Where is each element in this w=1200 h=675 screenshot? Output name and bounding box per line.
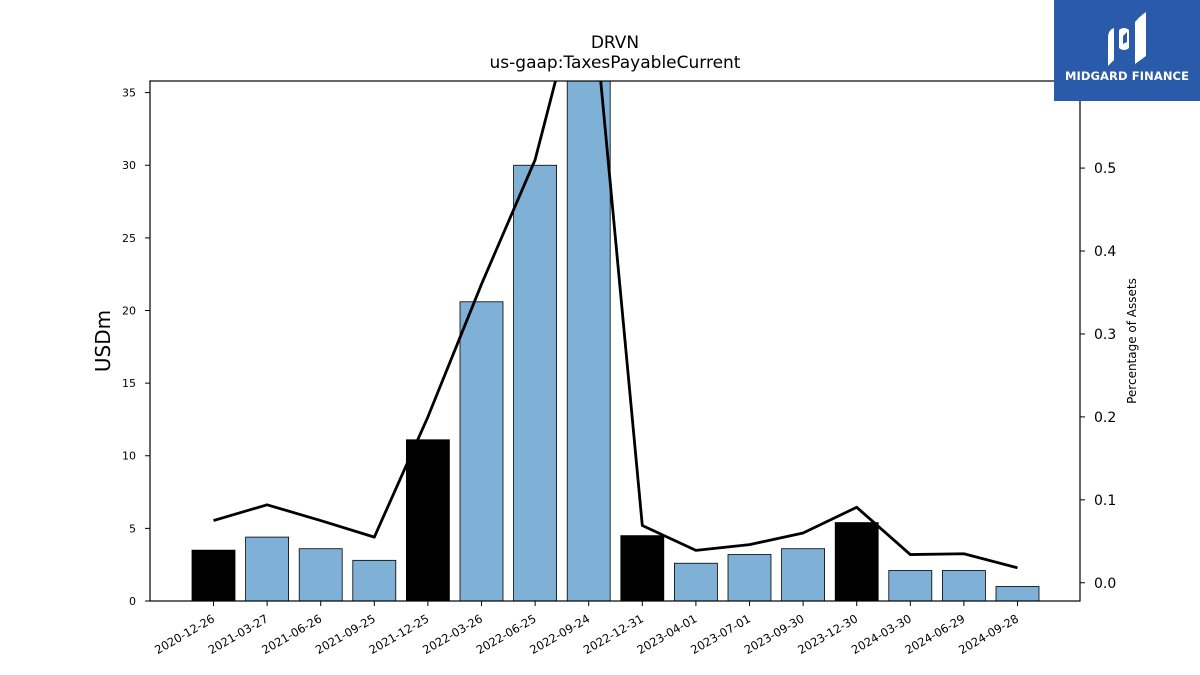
bar xyxy=(834,522,879,601)
x-tick-label: 2021-06-26 xyxy=(259,611,324,657)
x-tick-label: 2021-03-27 xyxy=(206,611,271,657)
y2-tick-label: 0.2 xyxy=(1094,410,1116,426)
logo-mark-icon xyxy=(1108,12,1146,66)
x-tick-label: 2024-06-29 xyxy=(903,611,968,657)
y2-tick-label: 0.3 xyxy=(1094,327,1116,343)
bar xyxy=(727,554,772,601)
x-tick-label: 2023-07-01 xyxy=(688,611,753,657)
x-tick-label: 2022-03-26 xyxy=(420,611,485,657)
y-tick-label: 0 xyxy=(129,595,136,608)
y-tick-label: 5 xyxy=(129,522,136,535)
y2-tick-label: 0.0 xyxy=(1094,576,1116,592)
x-tick-label: 2020-12-26 xyxy=(152,611,217,657)
x-tick-label: 2022-12-31 xyxy=(581,611,646,657)
y-tick-label: 20 xyxy=(122,304,136,317)
bar xyxy=(620,535,665,601)
x-tick-label: 2024-09-28 xyxy=(956,611,1021,657)
x-tick-label: 2023-09-30 xyxy=(742,611,807,657)
bar xyxy=(245,536,290,601)
bar xyxy=(459,301,504,601)
y2-tick-label: 0.5 xyxy=(1094,161,1116,177)
y-axis-label: USDm xyxy=(91,310,115,372)
bar xyxy=(405,439,450,601)
y-tick-label: 35 xyxy=(122,87,136,100)
bar xyxy=(191,549,236,601)
y-tick-label: 15 xyxy=(122,377,136,390)
bar xyxy=(298,548,343,601)
y2-tick-label: 0.4 xyxy=(1094,244,1116,260)
y2-tick-label: 0.1 xyxy=(1094,493,1116,509)
bar xyxy=(352,559,397,601)
midgard-finance-logo: MIDGARD FINANCE xyxy=(1054,0,1200,101)
bar xyxy=(781,548,825,601)
bar xyxy=(942,570,986,601)
x-tick-label: 2022-06-25 xyxy=(474,611,539,657)
x-tick-label: 2022-09-24 xyxy=(527,611,592,657)
x-tick-label: 2021-12-25 xyxy=(367,611,432,657)
bar xyxy=(513,164,557,601)
y2-axis-label: Percentage of Assets xyxy=(1125,278,1139,404)
x-tick-label: 2023-04-01 xyxy=(635,611,700,657)
bar xyxy=(888,570,933,601)
y-tick-label: 10 xyxy=(122,450,136,463)
x-tick-label: 2024-03-30 xyxy=(849,611,914,657)
percentage-line xyxy=(213,81,1018,570)
bar xyxy=(674,562,718,601)
chart-subtitle: us-gaap:TaxesPayableCurrent xyxy=(490,53,741,73)
logo-text: MIDGARD FINANCE xyxy=(1064,69,1190,83)
chart-title: DRVN xyxy=(591,33,639,53)
y-tick-label: 30 xyxy=(122,159,136,172)
x-tick-label: 2021-09-25 xyxy=(313,611,378,657)
bar xyxy=(995,586,1040,601)
y-tick-label: 25 xyxy=(122,232,136,245)
plot-frame xyxy=(149,80,1081,602)
bar xyxy=(566,81,611,601)
x-tick-label: 2023-12-30 xyxy=(795,611,860,657)
